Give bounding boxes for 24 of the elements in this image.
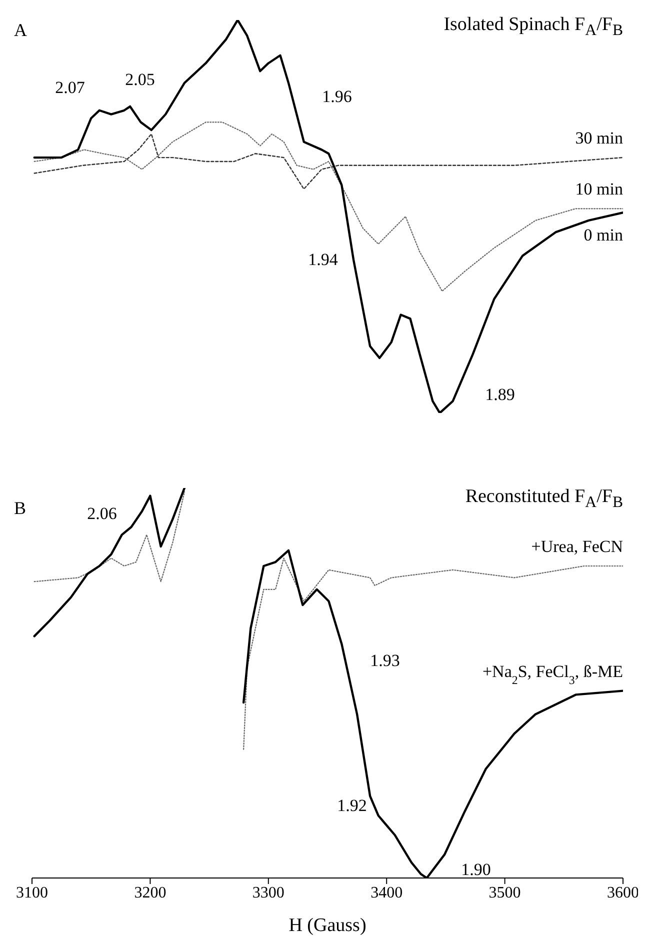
annotation: 2.07 <box>55 78 85 98</box>
series-label: 30 min <box>575 128 624 148</box>
annotation: 2.06 <box>87 504 117 524</box>
chart-title: Reconstituted F$_{A}$/F$_{B}$ <box>465 486 623 512</box>
annotation: 1.93 <box>370 651 400 671</box>
x-axis-title: H (Gauss) <box>288 915 366 936</box>
annotation: 1.94 <box>308 250 338 270</box>
series-label: 0 min <box>584 226 624 245</box>
series-label: 10 min <box>575 180 624 199</box>
x-tick-label: 3200 <box>134 884 166 902</box>
x-tick-label: 3500 <box>488 884 521 902</box>
annotation: 1.96 <box>322 87 352 107</box>
annotation: 2.05 <box>125 70 155 90</box>
x-tick-label: 3100 <box>16 884 48 902</box>
annotation: 1.92 <box>337 796 367 816</box>
series-label: +Urea, FeCN <box>531 537 623 556</box>
chart-title: Isolated Spinach F$_{A}$/F$_{B}$ <box>444 14 623 40</box>
series-label: +Na$_{2}$S, FeCl$_{3}$, ß-ME <box>482 662 623 687</box>
text: B <box>14 498 26 519</box>
x-tick-label: 3400 <box>370 884 403 902</box>
text: A <box>14 20 27 41</box>
annotation: 1.89 <box>485 385 515 405</box>
x-tick-label: 3300 <box>252 884 284 902</box>
annotation: 1.90 <box>461 860 491 880</box>
